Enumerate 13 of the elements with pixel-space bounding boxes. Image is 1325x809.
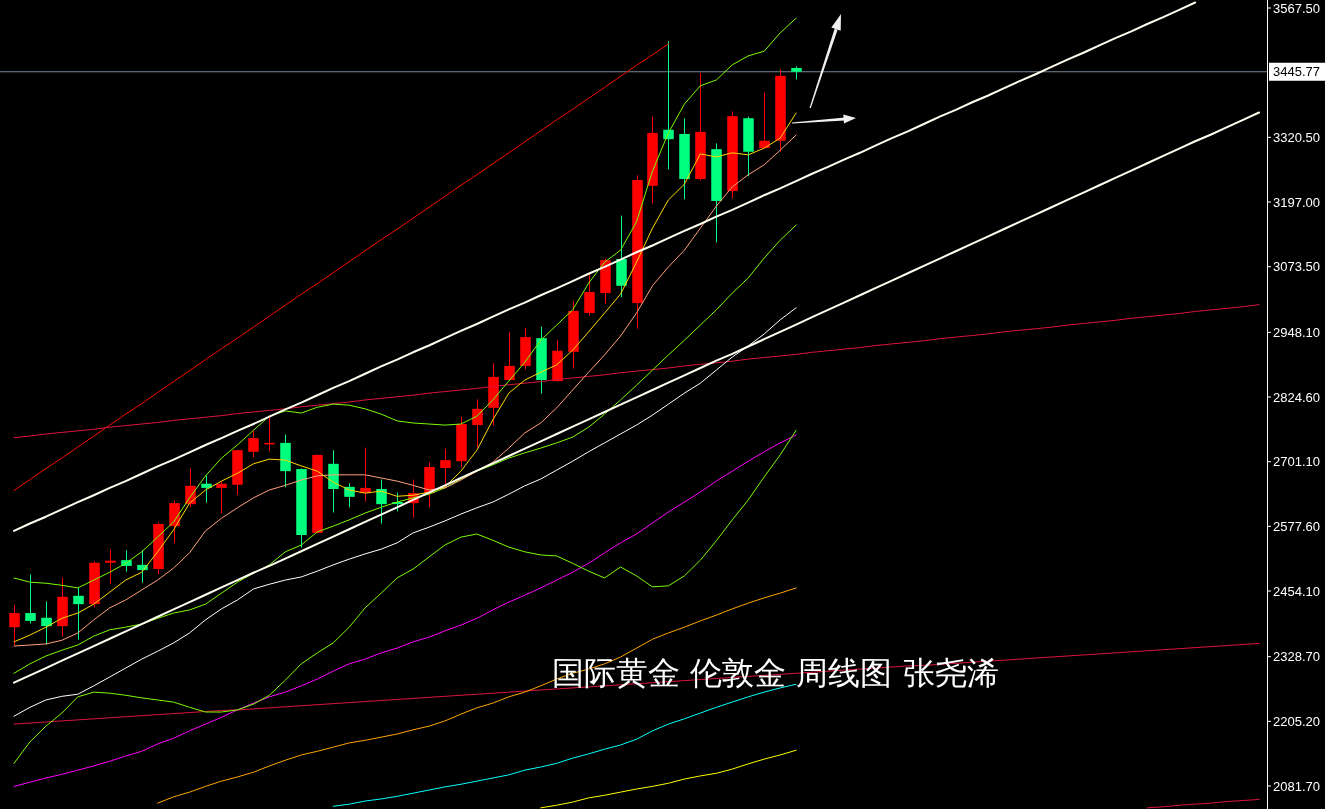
y-tick-label: 2328.70 <box>1273 649 1320 665</box>
y-tick-label: 2948.10 <box>1273 324 1320 340</box>
ref-line-label: 3445.77 <box>1273 64 1320 80</box>
y-tick-label: 2577.60 <box>1273 518 1320 534</box>
y-tick-label: 3073.50 <box>1273 259 1320 275</box>
y-tick-label: 3567.50 <box>1273 0 1320 16</box>
y-tick-label: 2205.20 <box>1273 713 1320 729</box>
y-tick-label: 2701.10 <box>1273 454 1320 470</box>
y-tick-label: 2824.60 <box>1273 389 1320 405</box>
y-tick-label: 3320.50 <box>1273 129 1320 145</box>
y-tick-label: 2454.10 <box>1273 583 1320 599</box>
y-tick-label: 3197.00 <box>1273 194 1320 210</box>
y-tick-label: 2081.70 <box>1273 778 1320 794</box>
